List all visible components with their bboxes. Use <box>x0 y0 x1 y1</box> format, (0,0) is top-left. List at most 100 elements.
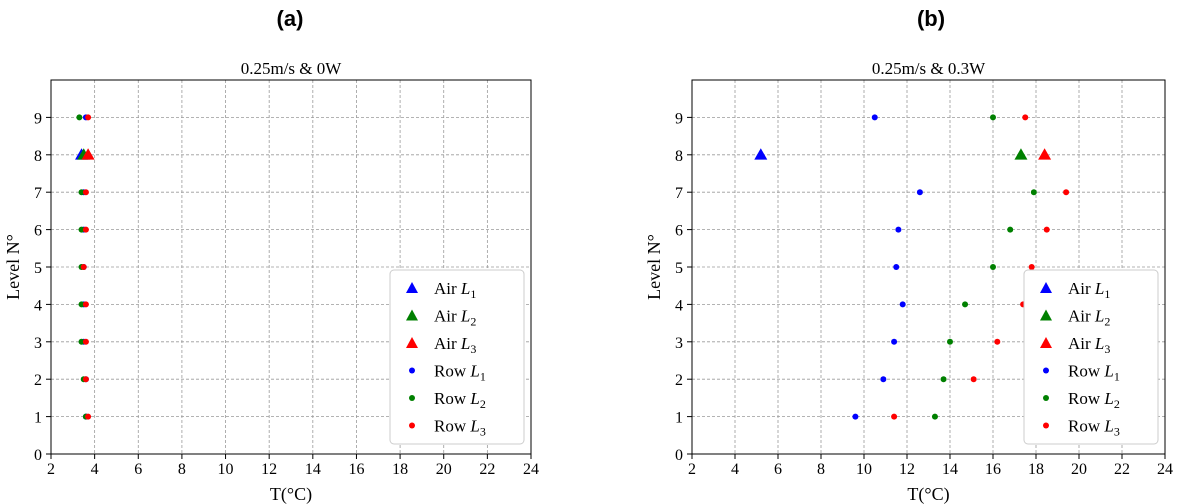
y-tick-label: 2 <box>34 372 42 389</box>
legend-label: Row L3 <box>1068 417 1120 439</box>
data-point-dot <box>1063 189 1070 196</box>
legend-label-text: Row <box>1068 417 1104 436</box>
y-tick-label: 7 <box>675 185 683 202</box>
legend-label: Air L3 <box>1068 334 1110 356</box>
legend-label: Row L1 <box>1068 362 1120 384</box>
data-point-dot <box>80 264 87 270</box>
legend-label-l: L <box>469 389 479 408</box>
data-point-dot <box>1007 226 1014 233</box>
panel-letter: (b) <box>917 6 945 31</box>
legend-label-subscript: 2 <box>480 397 486 411</box>
y-tick-label: 3 <box>34 335 42 352</box>
legend-label-text: Air <box>1068 307 1095 326</box>
y-tick-label: 9 <box>34 110 42 127</box>
legend-label-text: Row <box>1068 389 1104 408</box>
series-row-l3 <box>80 114 92 420</box>
legend-label-l: L <box>1094 307 1104 326</box>
x-tick-label: 24 <box>523 461 539 478</box>
data-point-dot <box>916 189 923 196</box>
data-point-dot <box>1043 226 1050 233</box>
data-point-dot <box>82 226 89 233</box>
data-point-dot <box>82 376 89 383</box>
data-point-dot <box>891 338 898 345</box>
legend-marker-triangle <box>406 282 418 293</box>
x-tick-label: 22 <box>479 461 495 478</box>
data-point-triangle <box>81 148 95 160</box>
legend-label: Row L3 <box>434 417 486 439</box>
legend-label-l: L <box>1094 334 1104 353</box>
legend-marker-dot <box>409 395 415 401</box>
legend-label-text: Air <box>434 334 461 353</box>
y-tick-label: 4 <box>675 297 683 314</box>
data-point-dot <box>895 226 902 233</box>
legend-label-subscript: 3 <box>1104 342 1110 356</box>
x-tick-label: 4 <box>91 461 99 478</box>
x-tick-label: 6 <box>134 461 142 478</box>
y-tick-label: 6 <box>675 223 683 240</box>
x-tick-label: 14 <box>942 461 958 478</box>
legend-box <box>1023 269 1159 445</box>
panel-letter: (a) <box>277 6 304 31</box>
y-axis-label: Level N° <box>644 234 664 300</box>
legend-label-text: Row <box>434 389 470 408</box>
series-air-l2 <box>1014 148 1028 160</box>
legend-label-subscript: 3 <box>1114 425 1120 439</box>
data-point-dot <box>990 264 996 270</box>
legend-label: Air L3 <box>434 334 476 356</box>
data-point-dot <box>78 226 85 233</box>
data-point-dot <box>970 376 977 383</box>
x-tick-label: 8 <box>817 461 825 478</box>
series-row-l1 <box>852 114 923 420</box>
legend-label-subscript: 3 <box>470 342 476 356</box>
chart-panel-b: (b)0.25m/s & 0.3W2 4 6 8 10 12 14 16 18 20 22 24012… <box>644 6 1173 504</box>
data-point-dot <box>82 189 89 196</box>
legend-label: Row L1 <box>434 362 486 384</box>
data-point-dot <box>1022 114 1029 121</box>
legend-marker-dot <box>1043 367 1049 374</box>
legend-label-subscript: 2 <box>470 315 476 329</box>
legend-label-subscript: 1 <box>470 287 476 301</box>
legend-label-text: Row <box>434 417 470 436</box>
data-point-dot <box>994 338 1001 345</box>
series-row-l3 <box>891 114 1070 420</box>
data-point-dot <box>947 338 953 345</box>
chart-panel-a: (a)0.25m/s & 0W2 4 6 8 10 12 14 16 18 20 22 2401234… <box>3 6 539 504</box>
legend-label: Air L1 <box>434 279 476 301</box>
x-tick-label: 6 <box>774 461 782 478</box>
legend-label-text: Air <box>1068 334 1095 353</box>
legend-label-subscript: 2 <box>1104 315 1110 329</box>
legend-label: Air L2 <box>434 307 476 329</box>
series-air-l3 <box>1038 148 1052 160</box>
legend-label-l: L <box>1103 362 1113 381</box>
data-point-dot <box>880 376 887 383</box>
data-point-dot <box>893 264 900 270</box>
legend-label: Row L2 <box>1068 389 1120 411</box>
legend-label-l: L <box>469 362 479 381</box>
data-point-dot <box>940 376 947 383</box>
y-tick-label: 8 <box>34 148 42 165</box>
data-point-dot <box>82 301 89 308</box>
data-point-dot <box>931 413 938 420</box>
data-point-dot <box>891 413 898 420</box>
y-tick-label: 6 <box>34 223 42 240</box>
x-tick-label: 20 <box>1071 461 1087 478</box>
chart-title: 0.25m/s & 0W <box>241 59 343 78</box>
data-point-dot <box>78 301 85 308</box>
y-tick-label: 5 <box>34 260 42 277</box>
data-point-dot <box>82 338 89 345</box>
legend-label: Air L1 <box>1068 279 1110 301</box>
legend-label: Row L2 <box>434 389 486 411</box>
series-air-l3 <box>81 148 95 160</box>
y-tick-label: 5 <box>675 260 683 277</box>
x-axis-label: T(°C) <box>907 484 949 504</box>
legend-label: Air L2 <box>1068 307 1110 329</box>
x-tick-label: 10 <box>856 461 872 478</box>
x-tick-label: 14 <box>305 461 321 478</box>
legend-label-subscript: 2 <box>1114 397 1120 411</box>
x-tick-label: 2 <box>688 461 696 478</box>
legend-label-l: L <box>1094 279 1104 298</box>
data-point-dot <box>85 413 92 420</box>
legend-label-text: Row <box>1068 362 1104 381</box>
